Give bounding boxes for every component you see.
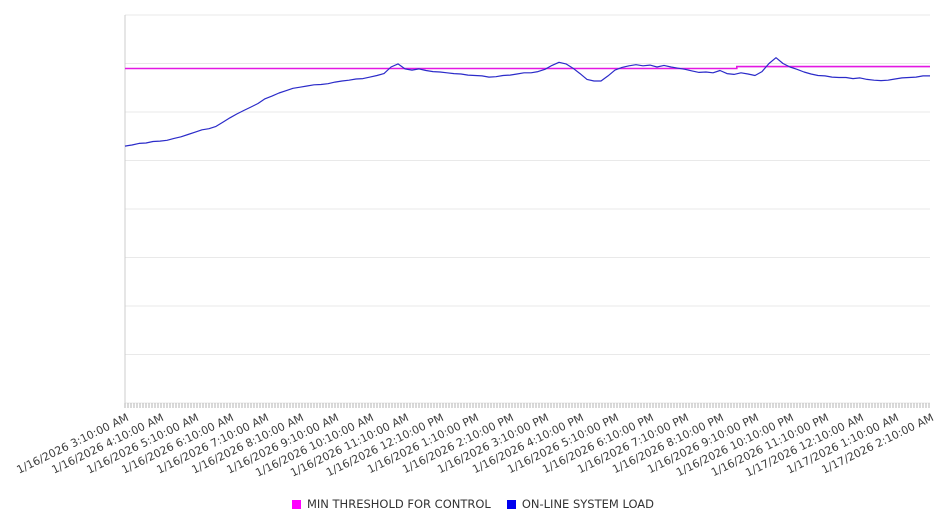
legend: MIN THRESHOLD FOR CONTROL ON-LINE SYSTEM…: [0, 497, 946, 511]
legend-item-system-load[interactable]: ON-LINE SYSTEM LOAD: [506, 497, 655, 511]
legend-swatch-blue: [506, 499, 516, 509]
x-axis-minor-ticks: [124, 403, 930, 408]
legend-swatch-magenta: [291, 499, 301, 509]
threshold-line: [125, 65, 930, 70]
legend-label-system-load: ON-LINE SYSTEM LOAD: [521, 497, 655, 511]
legend-item-min-threshold[interactable]: MIN THRESHOLD FOR CONTROL: [291, 497, 491, 511]
legend-label-min-threshold: MIN THRESHOLD FOR CONTROL: [306, 497, 491, 511]
load-line: [124, 57, 930, 147]
